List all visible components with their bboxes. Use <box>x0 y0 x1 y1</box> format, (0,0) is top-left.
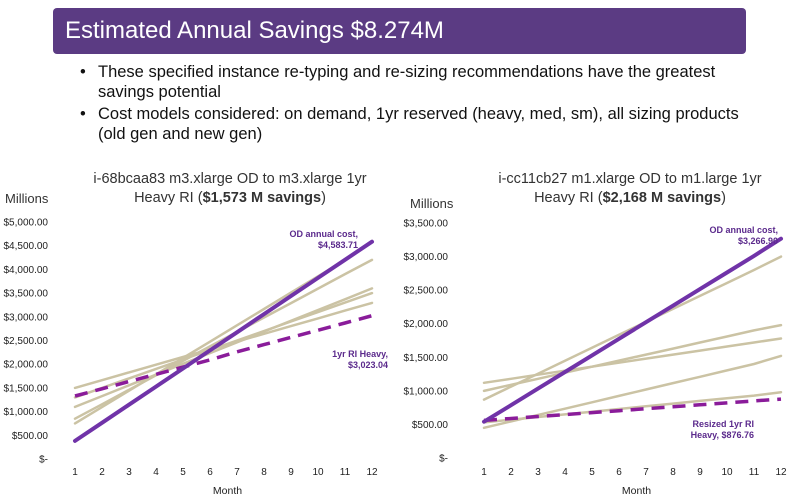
series-line-alt-2 <box>482 323 783 393</box>
y-tick-label: $- <box>439 454 448 465</box>
banner-title: Estimated Annual Savings $8.274M <box>65 17 444 44</box>
y-tick-label: $2,000.00 <box>4 360 49 371</box>
y-tick-label: $3,500.00 <box>4 289 49 300</box>
x-tick-label: 1 <box>72 467 78 478</box>
y-tick-label: $3,500.00 <box>404 219 449 230</box>
chart-1-title-line1: i-68bcaa83 m3.xlarge OD to m3.xlarge 1yr <box>93 171 367 187</box>
annotation-label: OD annual cost, <box>289 229 358 239</box>
y-tick-label: $5,000.00 <box>4 218 49 229</box>
y-tick-label: $4,500.00 <box>4 241 49 252</box>
x-tick-label: 4 <box>153 467 159 478</box>
y-tick-label: $500.00 <box>12 431 49 442</box>
x-axis-label: Month <box>213 485 242 497</box>
series-line-od <box>482 236 783 424</box>
x-tick-label: 11 <box>340 467 351 478</box>
series-line-alt-3 <box>482 337 783 385</box>
chart-2-units-label: Millions <box>410 196 454 211</box>
chart-1-title: i-68bcaa83 m3.xlarge OD to m3.xlarge 1yr… <box>55 170 405 208</box>
series-line-od <box>73 239 374 443</box>
series-line-alt-2 <box>73 291 374 399</box>
annotation-label: Resized 1yr RI <box>692 419 754 429</box>
y-tick-label: $2,000.00 <box>404 319 449 330</box>
series-line-ri <box>74 314 373 398</box>
y-tick-label: $1,500.00 <box>4 383 49 394</box>
bullet-list: These specified instance re-typing and r… <box>80 62 760 146</box>
series-line-alt-5 <box>73 239 374 425</box>
y-tick-label: $1,000.00 <box>404 386 449 397</box>
x-tick-label: 6 <box>616 467 622 478</box>
x-tick-label: 11 <box>749 467 760 478</box>
x-tick-label: 9 <box>288 467 294 478</box>
annotation-value: $4,583.71 <box>318 240 358 250</box>
annotation-value: $3,266.90 <box>738 236 778 246</box>
series-line-ri <box>483 397 782 423</box>
chart-2: $- $500.00 $1,000.00 $1,500.00 $2,000.00 $2,5… <box>404 219 787 498</box>
chart-1-units-label: Millions <box>5 191 49 206</box>
chart-2-title-line2: Heavy RI ($2,168 M savings) <box>534 190 726 206</box>
bullet-item: These specified instance re-typing and r… <box>80 62 760 102</box>
title-banner: Estimated Annual Savings $8.274M <box>53 8 746 54</box>
x-tick-label: 5 <box>589 467 595 478</box>
x-tick-label: 7 <box>234 467 240 478</box>
y-tick-label: $3,000.00 <box>404 252 449 263</box>
y-tick-label: $4,000.00 <box>4 265 49 276</box>
x-tick-label: 6 <box>207 467 213 478</box>
x-tick-label: 3 <box>126 467 132 478</box>
annotation-value: Heavy, $876.76 <box>691 430 754 440</box>
chart-1: $- $500.00 $1,000.00 $1,500.00 $2,000.00 $2,5… <box>4 218 389 498</box>
y-tick-label: $2,500.00 <box>4 336 49 347</box>
chart-2-title: i-cc11cb27 m1.xlarge OD to m1.large 1yr … <box>455 170 800 208</box>
x-tick-label: 8 <box>261 467 267 478</box>
x-tick-label: 10 <box>721 467 733 478</box>
x-tick-label: 12 <box>775 467 787 478</box>
chart-1-title-line2: Heavy RI ($1,573 M savings) <box>134 190 326 206</box>
annotation-label: OD annual cost, <box>709 225 778 235</box>
x-tick-label: 7 <box>643 467 649 478</box>
x-tick-label: 3 <box>535 467 541 478</box>
x-tick-label: 2 <box>99 467 105 478</box>
y-tick-label: $3,000.00 <box>4 312 49 323</box>
x-tick-label: 4 <box>562 467 568 478</box>
x-tick-label: 10 <box>312 467 324 478</box>
x-tick-label: 9 <box>697 467 703 478</box>
y-tick-label: $1,000.00 <box>4 407 49 418</box>
x-axis-label: Month <box>622 485 651 497</box>
x-tick-label: 1 <box>481 467 487 478</box>
series-line-alt-3 <box>73 287 374 409</box>
y-tick-label: $1,500.00 <box>404 353 449 364</box>
x-tick-label: 12 <box>366 467 378 478</box>
y-tick-label: $500.00 <box>412 420 449 431</box>
series-line-alt-1 <box>482 255 783 401</box>
annotation-label: 1yr RI Heavy, <box>332 349 388 359</box>
bullet-item: Cost models considered: on demand, 1yr r… <box>80 104 760 144</box>
chart-2-title-line1: i-cc11cb27 m1.xlarge OD to m1.large 1yr <box>498 171 762 187</box>
x-tick-label: 5 <box>180 467 186 478</box>
annotation-value: $3,023.04 <box>348 360 388 370</box>
y-tick-label: $- <box>39 455 48 466</box>
x-tick-label: 8 <box>670 467 676 478</box>
y-tick-label: $2,500.00 <box>404 286 449 297</box>
x-tick-label: 2 <box>508 467 514 478</box>
